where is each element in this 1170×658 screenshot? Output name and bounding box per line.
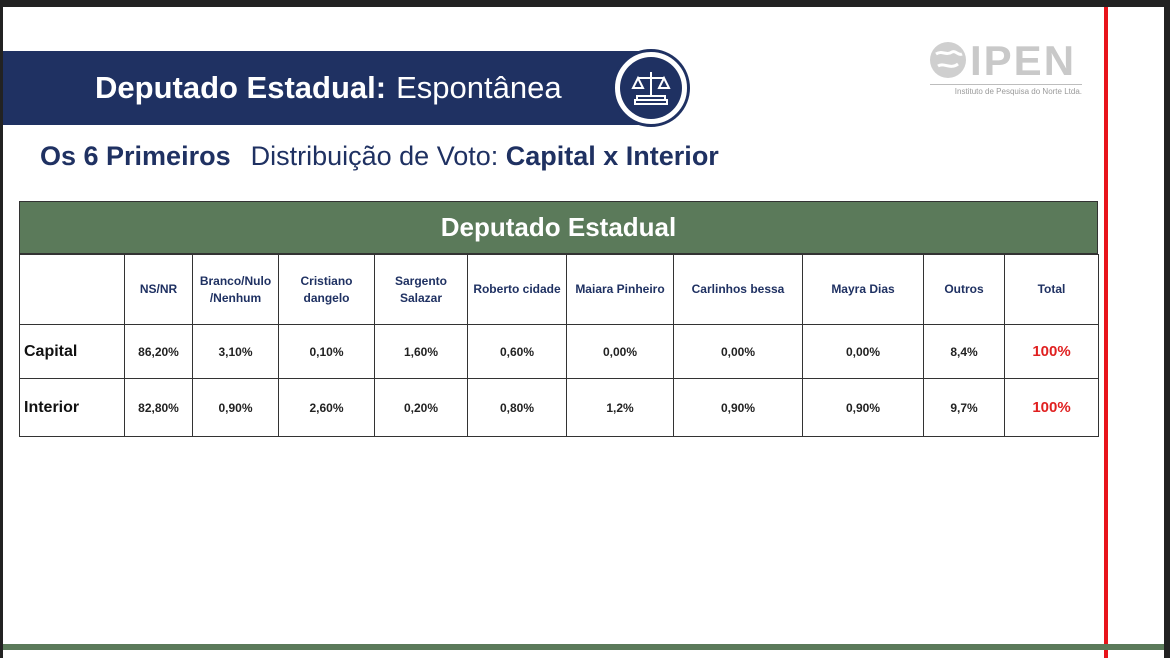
column-header: Sargento Salazar	[375, 255, 468, 325]
column-header: Cristiano dangelo	[279, 255, 375, 325]
table-row: Interior 82,80% 0,90% 2,60% 0,20% 0,80% …	[20, 379, 1099, 437]
results-table-container: Deputado Estadual NS/NR Branco/Nulo /Nen…	[19, 201, 1098, 437]
red-vertical-rule	[1104, 7, 1108, 658]
row-label: Capital	[20, 325, 125, 379]
column-header: NS/NR	[125, 255, 193, 325]
globe-icon	[928, 40, 968, 80]
row-label: Interior	[20, 379, 125, 437]
column-header: Branco/Nulo /Nenhum	[193, 255, 279, 325]
column-header	[20, 255, 125, 325]
table-cell: 0,10%	[279, 325, 375, 379]
window-right-border	[1164, 0, 1170, 658]
subtitle-part2: Distribuição de Voto:	[251, 141, 499, 171]
table-cell: 1,60%	[375, 325, 468, 379]
table-cell: 82,80%	[125, 379, 193, 437]
table-cell: 0,60%	[468, 325, 567, 379]
column-header: Outros	[924, 255, 1005, 325]
table-cell: 0,00%	[674, 325, 803, 379]
window-top-border	[0, 0, 1170, 7]
column-header: Carlinhos bessa	[674, 255, 803, 325]
total-cell: 100%	[1005, 379, 1099, 437]
table-cell: 86,20%	[125, 325, 193, 379]
results-table: NS/NR Branco/Nulo /Nenhum Cristiano dang…	[19, 254, 1099, 437]
title-bold: Deputado Estadual:	[95, 70, 386, 106]
table-row: Capital 86,20% 3,10% 0,10% 1,60% 0,60% 0…	[20, 325, 1099, 379]
table-cell: 0,80%	[468, 379, 567, 437]
scales-of-justice-icon	[612, 49, 690, 127]
column-header: Total	[1005, 255, 1099, 325]
column-header: Mayra Dias	[803, 255, 924, 325]
table-header-row: NS/NR Branco/Nulo /Nenhum Cristiano dang…	[20, 255, 1099, 325]
table-cell: 2,60%	[279, 379, 375, 437]
table-cell: 0,20%	[375, 379, 468, 437]
logo-subtitle: Instituto de Pesquisa do Norte Ltda.	[930, 84, 1082, 96]
title-banner: Deputado Estadual: Espontânea	[3, 51, 653, 125]
page-subtitle: Os 6 Primeiros Distribuição de Voto: Capi…	[40, 141, 719, 172]
table-cell: 9,7%	[924, 379, 1005, 437]
total-cell: 100%	[1005, 325, 1099, 379]
table-cell: 0,00%	[803, 325, 924, 379]
table-cell: 0,90%	[674, 379, 803, 437]
subtitle-part1: Os 6 Primeiros	[40, 141, 231, 171]
table-cell: 0,90%	[193, 379, 279, 437]
table-cell: 0,00%	[567, 325, 674, 379]
logo-name: IPEN	[970, 38, 1076, 84]
table-cell: 8,4%	[924, 325, 1005, 379]
table-title: Deputado Estadual	[19, 201, 1098, 254]
table-cell: 0,90%	[803, 379, 924, 437]
column-header: Roberto cidade	[468, 255, 567, 325]
table-cell: 3,10%	[193, 325, 279, 379]
subtitle-part3: Capital x Interior	[506, 141, 719, 171]
title-regular: Espontânea	[396, 70, 561, 106]
table-cell: 1,2%	[567, 379, 674, 437]
column-header: Maiara Pinheiro	[567, 255, 674, 325]
green-bottom-rule	[3, 644, 1164, 650]
ipen-logo: IPEN Instituto de Pesquisa do Norte Ltda…	[926, 38, 1086, 100]
